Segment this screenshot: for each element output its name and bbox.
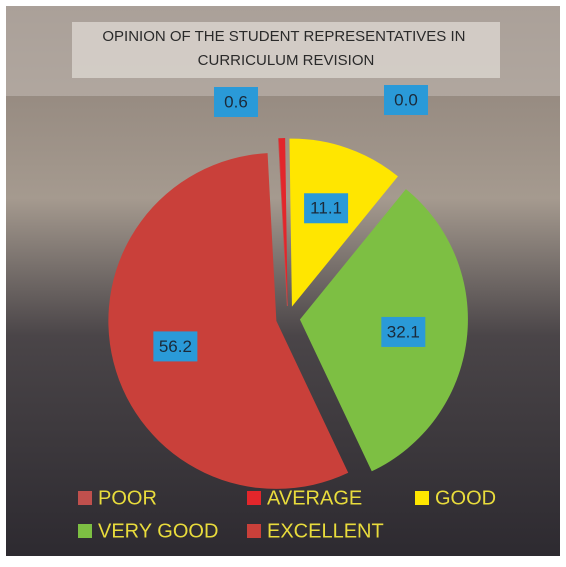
pie-slice (278, 138, 288, 307)
legend-label: VERY GOOD (98, 520, 218, 542)
chart-title: OPINION OF THE STUDENT REPRESENTATIVES I… (102, 28, 469, 69)
value-label-box (381, 316, 426, 347)
title-line: CURRICULUM REVISION (198, 52, 375, 69)
legend-label: EXCELLENT (267, 520, 384, 542)
value-label: 0.0 (394, 90, 418, 109)
title-box (72, 22, 500, 78)
legend-swatch (247, 491, 261, 505)
value-label-box (304, 193, 349, 224)
legend: POOR AVERAGE GOOD VERY GOOD EXCELLENT (78, 487, 496, 542)
legend-swatch (78, 491, 92, 505)
pie-slice (108, 153, 349, 489)
value-label: 11.1 (310, 199, 342, 218)
value-label: 0.6 (224, 92, 248, 111)
pie-slice (278, 138, 288, 307)
value-label-box (214, 87, 258, 117)
value-labels: 0.0 0.6 11.1 32.1 56.2 (153, 85, 428, 362)
value-label-box (153, 331, 198, 362)
legend-swatch (247, 524, 261, 538)
legend-label: POOR (98, 487, 157, 509)
value-label: 56.2 (159, 337, 192, 356)
value-label-box (384, 85, 428, 115)
title-line: OPINION OF THE STUDENT REPRESENTATIVES I… (102, 28, 465, 45)
legend-label: GOOD (435, 487, 496, 509)
legend-swatch (415, 491, 429, 505)
legend-label: AVERAGE (267, 487, 362, 509)
value-label: 32.1 (387, 322, 420, 341)
legend-swatch (78, 524, 92, 538)
